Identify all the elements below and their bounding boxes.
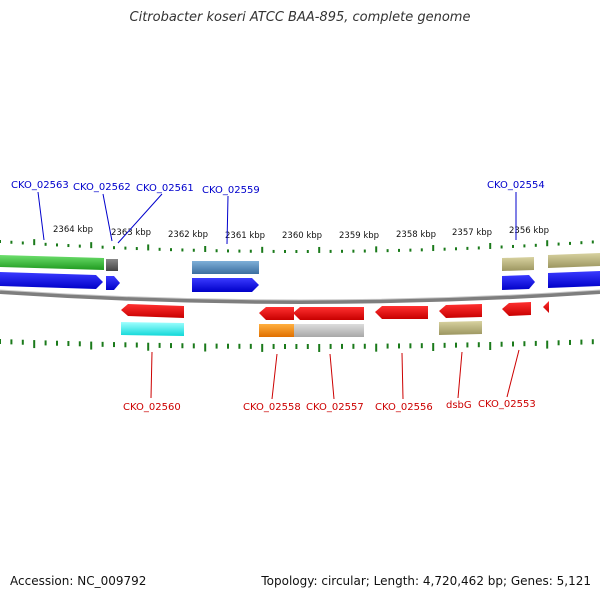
forward-leader-lines xyxy=(37,191,517,245)
gene-arrow[interactable] xyxy=(293,307,364,320)
gene-label-cko-02560[interactable]: CKO_02560 xyxy=(123,402,181,413)
gene-label-cko-02553[interactable]: CKO_02553 xyxy=(478,399,536,410)
gene-arrow[interactable] xyxy=(106,276,120,290)
gene-label-dsbg[interactable]: dsbG xyxy=(446,400,472,411)
gene-block[interactable] xyxy=(0,255,104,270)
gene-block[interactable] xyxy=(259,324,294,337)
gene-label-cko-02556[interactable]: CKO_02556 xyxy=(375,402,433,413)
gene-label-cko-02558[interactable]: CKO_02558 xyxy=(243,402,301,413)
kbp-label: 2356 kbp xyxy=(509,226,549,236)
gene-block[interactable] xyxy=(294,324,364,337)
kbp-label: 2359 kbp xyxy=(339,231,379,241)
kbp-label: 2364 kbp xyxy=(53,225,93,235)
kbp-label: 2358 kbp xyxy=(396,230,436,240)
gene-arrow[interactable] xyxy=(543,301,549,313)
genome-summary-text: Topology: circular; Length: 4,720,462 bp… xyxy=(261,574,591,588)
gene-arrow[interactable] xyxy=(259,307,294,320)
gene-label-cko-02554[interactable]: CKO_02554 xyxy=(487,180,545,191)
gene-arrow[interactable] xyxy=(0,272,103,289)
accession-text: Accession: NC_009792 xyxy=(10,574,147,588)
reverse-leader-lines xyxy=(150,349,520,400)
gene-label-cko-02562[interactable]: CKO_02562 xyxy=(73,182,131,193)
gene-arrow[interactable] xyxy=(548,271,600,288)
upper-tick-row xyxy=(0,239,594,253)
gene-block[interactable] xyxy=(106,259,118,271)
gene-label-cko-02563[interactable]: CKO_02563 xyxy=(11,180,69,191)
gene-arrow[interactable] xyxy=(121,304,184,318)
gene-block[interactable] xyxy=(548,253,600,268)
gene-label-cko-02561[interactable]: CKO_02561 xyxy=(136,183,194,194)
kbp-label: 2357 kbp xyxy=(452,228,492,238)
kbp-label: 2363 kbp xyxy=(111,228,151,238)
gene-block[interactable] xyxy=(502,257,534,271)
map-title: Citrobacter koseri ATCC BAA-895, complet… xyxy=(129,10,471,25)
gene-arrow[interactable] xyxy=(439,304,482,318)
kbp-label: 2362 kbp xyxy=(168,230,208,240)
gene-arrow[interactable] xyxy=(502,302,531,316)
gene-label-cko-02559[interactable]: CKO_02559 xyxy=(202,185,260,196)
gene-block[interactable] xyxy=(121,322,184,336)
gene-block[interactable] xyxy=(192,261,259,274)
kbp-label: 2360 kbp xyxy=(282,231,322,241)
gene-arrow[interactable] xyxy=(192,278,259,292)
gene-label-cko-02557[interactable]: CKO_02557 xyxy=(306,402,364,413)
gene-block[interactable] xyxy=(439,321,482,335)
gene-arrow[interactable] xyxy=(375,306,428,319)
gene-arrow[interactable] xyxy=(502,275,535,290)
genome-backbone xyxy=(0,290,600,304)
lower-tick-row xyxy=(0,339,594,352)
kbp-label: 2361 kbp xyxy=(225,231,265,241)
